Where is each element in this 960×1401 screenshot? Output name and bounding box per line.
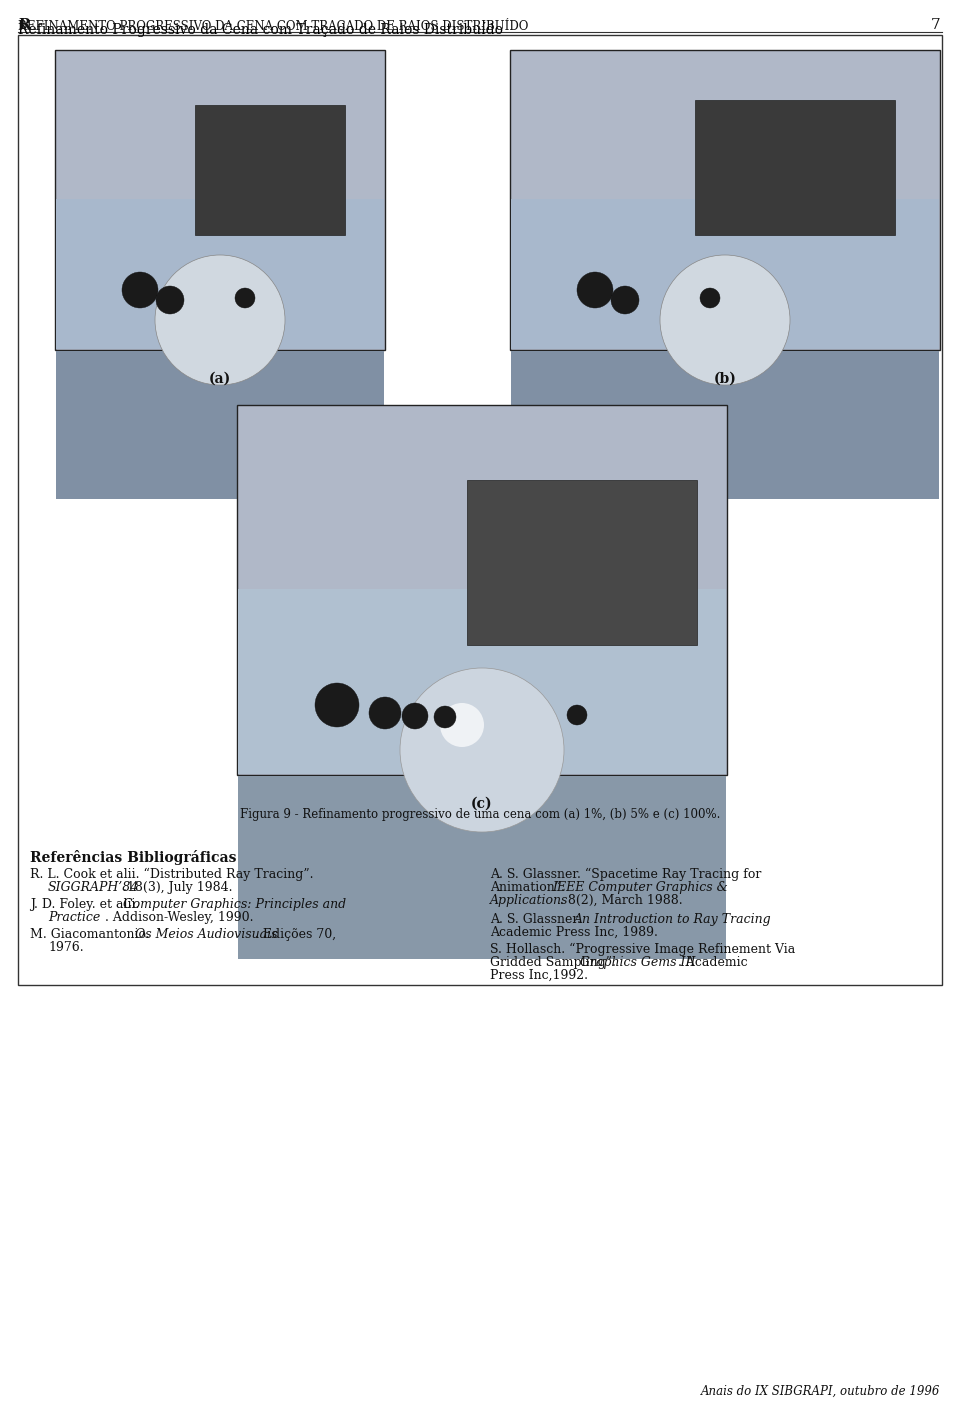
Text: Referências Bibliográficas: Referências Bibliográficas [30,850,236,864]
Text: Applications: Applications [490,894,568,906]
Text: Academic Press Inc, 1989.: Academic Press Inc, 1989. [490,926,658,939]
Bar [195,105,345,235]
Bar [56,199,384,349]
Text: Computer Graphics: Principles and: Computer Graphics: Principles and [123,898,347,911]
Circle shape [155,255,285,385]
Text: IEEE Computer Graphics &: IEEE Computer Graphics & [552,881,728,894]
Text: A. S. Glassner.: A. S. Glassner. [490,913,585,926]
Circle shape [660,255,790,385]
Bar [510,50,940,350]
Circle shape [402,703,428,729]
Circle shape [611,286,639,314]
Text: R: R [18,18,30,32]
Text: SIGGRAPH’84: SIGGRAPH’84 [48,881,139,894]
Text: Figura 9 - Refinamento progressivo de uma cena com (a) 1%, (b) 5% e (c) 100%.: Figura 9 - Refinamento progressivo de um… [240,808,720,821]
Bar [695,99,895,235]
Text: A. S. Glassner. “Spacetime Ray Tracing for: A. S. Glassner. “Spacetime Ray Tracing f… [490,869,761,881]
Circle shape [567,705,587,724]
Bar [237,405,727,775]
Circle shape [700,289,720,308]
Bar [56,352,384,499]
Circle shape [315,684,359,727]
Text: 7: 7 [930,18,940,32]
Text: R. L. Cook et alii. “Distributed Ray Tracing”.: R. L. Cook et alii. “Distributed Ray Tra… [30,869,314,881]
Bar [511,199,939,349]
Bar [18,35,942,985]
Text: . Addison-Wesley, 1990.: . Addison-Wesley, 1990. [105,911,253,925]
Text: Press Inc,1992.: Press Inc,1992. [490,969,588,982]
Text: S. Hollasch. “Progressive Image Refinement Via: S. Hollasch. “Progressive Image Refineme… [490,943,795,957]
Text: 1976.: 1976. [48,941,84,954]
Text: Graphics Gems III: Graphics Gems III [580,955,695,969]
Text: Os Meios Audiovisuais: Os Meios Audiovisuais [135,927,277,941]
Bar [238,776,726,960]
Text: Animation”.: Animation”. [490,881,569,894]
Text: Anais do IX SIBGRAPI, outubro de 1996: Anais do IX SIBGRAPI, outubro de 1996 [701,1386,940,1398]
Text: REFINAMENTO PROGRESSIVO DA CENA COM TRAÇADO DE RAIOS DISTRIBUÍDO: REFINAMENTO PROGRESSIVO DA CENA COM TRAÇ… [18,18,528,34]
Circle shape [369,698,401,729]
Text: . Edições 70,: . Edições 70, [255,927,336,941]
Bar [238,588,726,773]
Text: J. D. Foley. et alii.: J. D. Foley. et alii. [30,898,143,911]
Text: .18(3), July 1984.: .18(3), July 1984. [123,881,232,894]
Circle shape [440,703,484,747]
Circle shape [434,706,456,729]
Circle shape [122,272,158,308]
Text: (c): (c) [471,797,492,811]
Bar [55,50,385,350]
Text: Refinamento Progressivo da Cena com Traçado de Raios Distribuído: Refinamento Progressivo da Cena com Traç… [18,22,503,36]
Text: (a): (a) [209,373,231,387]
Circle shape [577,272,613,308]
Circle shape [156,286,184,314]
Text: An Introduction to Ray Tracing: An Introduction to Ray Tracing [574,913,772,926]
Text: Gridded Sampling”.: Gridded Sampling”. [490,955,620,969]
Text: . Academic: . Academic [678,955,748,969]
Circle shape [235,289,255,308]
Text: M. Giacomantonio.: M. Giacomantonio. [30,927,154,941]
Bar [511,352,939,499]
Text: (b): (b) [713,373,736,387]
Bar [467,481,697,644]
Text: . 8(2), March 1988.: . 8(2), March 1988. [560,894,683,906]
Circle shape [400,668,564,832]
Text: Practice: Practice [48,911,100,925]
